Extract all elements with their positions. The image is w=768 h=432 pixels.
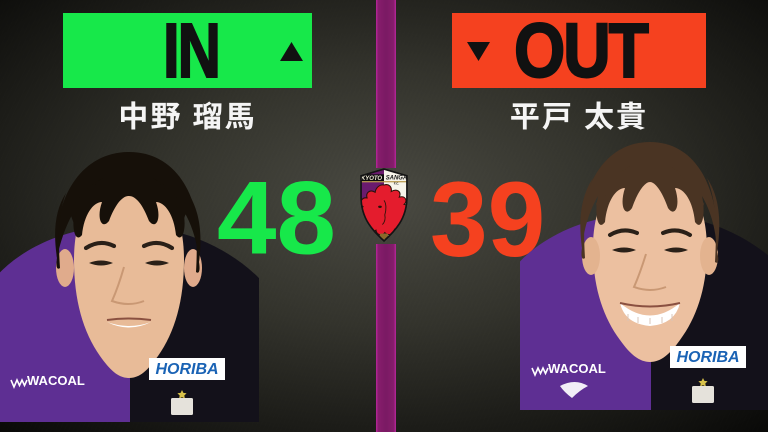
svg-text:F.C.: F.C. bbox=[394, 182, 400, 186]
svg-text:WACOAL: WACOAL bbox=[548, 361, 606, 376]
svg-text:WACOAL: WACOAL bbox=[27, 373, 85, 388]
svg-text:SANGA: SANGA bbox=[386, 176, 408, 182]
svg-text:KYOTO: KYOTO bbox=[361, 176, 382, 182]
svg-text:HORIBA: HORIBA bbox=[676, 349, 739, 366]
svg-text:HORIBA: HORIBA bbox=[155, 361, 218, 378]
